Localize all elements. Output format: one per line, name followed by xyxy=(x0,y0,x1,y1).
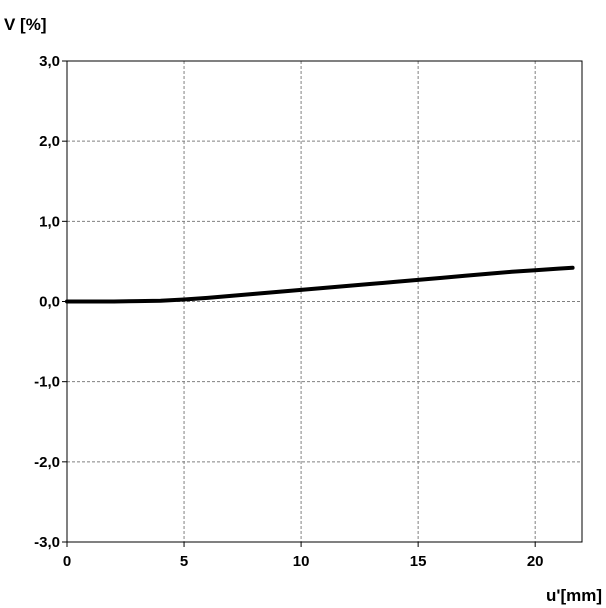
y-tick-label: 3,0 xyxy=(39,53,60,70)
series-group xyxy=(65,265,575,304)
y-tick-label: 1,0 xyxy=(39,213,60,230)
x-tick-label: 15 xyxy=(410,553,427,570)
x-tick-label: 10 xyxy=(293,553,310,570)
y-axis-label: V [%] xyxy=(4,15,47,34)
x-tick-label: 0 xyxy=(63,553,71,570)
x-tick-label: 20 xyxy=(527,553,544,570)
x-tick-label: 5 xyxy=(180,553,188,570)
x-axis-label: u'[mm] xyxy=(546,586,602,605)
axis-ticks: 0 5 10 15 20 3,0 2,0 1,0 0,0 -1,0 -2,0 -3,0 xyxy=(34,53,543,570)
y-tick-label: -1,0 xyxy=(34,374,60,391)
y-tick-label: 2,0 xyxy=(39,133,60,150)
y-tick-label: 0,0 xyxy=(39,294,60,311)
y-tick-label: -3,0 xyxy=(34,534,60,551)
y-tick-label: -2,0 xyxy=(34,454,60,471)
series-line xyxy=(65,265,575,304)
